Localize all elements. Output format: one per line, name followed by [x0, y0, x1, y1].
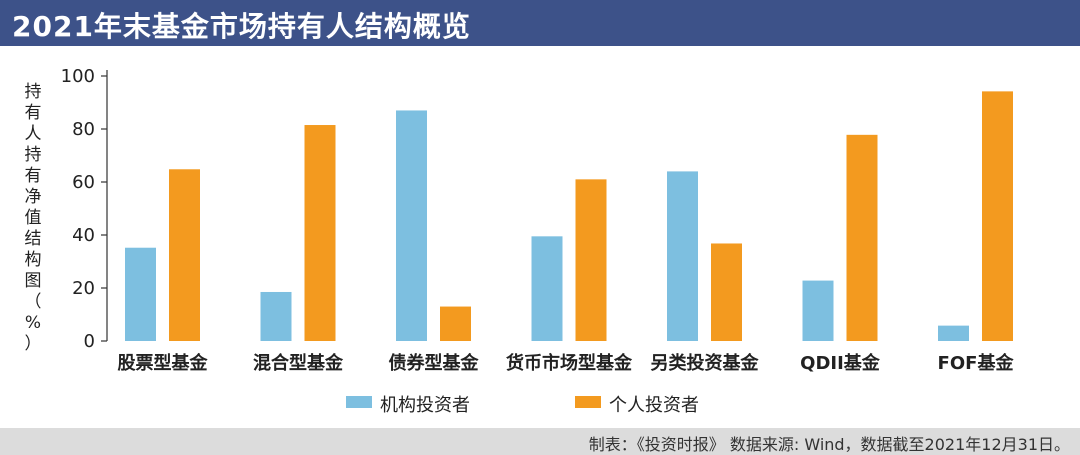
footer-bar: 制表：《投资时报》 数据来源: Wind，数据截至2021年12月31日。: [0, 428, 1080, 455]
y-axis-label-char: 结: [24, 229, 42, 249]
y-axis-label-char: 有: [24, 103, 42, 123]
y-axis-label-char: 净: [24, 187, 42, 207]
bar-chart: 0 20 40 60 80 100 股票型基金 混合型基金 债券型基金 货币市场型基金 另类投资基金…: [61, 66, 1015, 374]
bar-institutional: [667, 171, 698, 341]
legend-label-individual: 个人投资者: [609, 395, 699, 416]
bar-institutional: [802, 280, 834, 341]
legend-label-institutional: 机构投资者: [380, 395, 470, 416]
y-axis-label-char: %: [24, 313, 42, 333]
bar-institutional: [938, 325, 969, 341]
y-axis-label-char: 持: [24, 82, 42, 102]
chart-title: 2021年末基金市场持有人结构概览: [12, 10, 471, 43]
x-tick-label: 另类投资基金: [651, 352, 760, 374]
x-tick-label: FOF基金: [938, 352, 1015, 374]
bar-individual: [711, 243, 742, 341]
y-axis-label-char: 持: [24, 145, 42, 165]
bar-individual: [846, 134, 878, 341]
y-axis-label: 持有人持有净值结构图（%）: [20, 82, 46, 355]
bar-institutional: [260, 291, 292, 341]
bar-individual: [575, 179, 607, 341]
y-axis-label-char: 图: [24, 271, 42, 291]
bar-individual: [440, 306, 471, 341]
y-axis-label-char: ）: [24, 334, 42, 354]
legend-swatch-individual: [575, 396, 601, 408]
bar-institutional: [396, 110, 427, 341]
y-axis-label-char: 人: [24, 124, 42, 144]
y-axis-label-char: 有: [24, 166, 42, 186]
y-axis-label-char: 构: [24, 250, 42, 270]
y-tick-label: 20: [72, 278, 95, 299]
y-tick-label: 80: [72, 119, 95, 140]
y-tick-label: 100: [61, 66, 95, 87]
source-note: 制表：《投资时报》 数据来源: Wind，数据截至2021年12月31日。: [588, 435, 1070, 454]
y-axis-label-char: （: [24, 292, 42, 312]
x-tick-label: 混合型基金: [253, 352, 344, 374]
y-axis-label-char: 值: [24, 208, 42, 228]
y-tick-label: 60: [72, 172, 95, 193]
y-tick-label: 0: [84, 331, 95, 352]
bar-institutional: [531, 236, 563, 341]
bar-individual: [304, 125, 336, 342]
x-tick-label: 股票型基金: [117, 352, 209, 374]
legend-swatch-institutional: [346, 396, 372, 408]
x-tick-label: 债券型基金: [389, 352, 480, 374]
bar-institutional: [125, 247, 156, 341]
title-bar: 2021年末基金市场持有人结构概览: [0, 0, 1080, 46]
bar-individual: [982, 91, 1013, 341]
x-tick-label: QDII基金: [800, 352, 881, 374]
x-tick-label: 货币市场型基金: [506, 352, 633, 374]
bar-individual: [169, 169, 200, 341]
y-tick-label: 40: [72, 225, 95, 246]
